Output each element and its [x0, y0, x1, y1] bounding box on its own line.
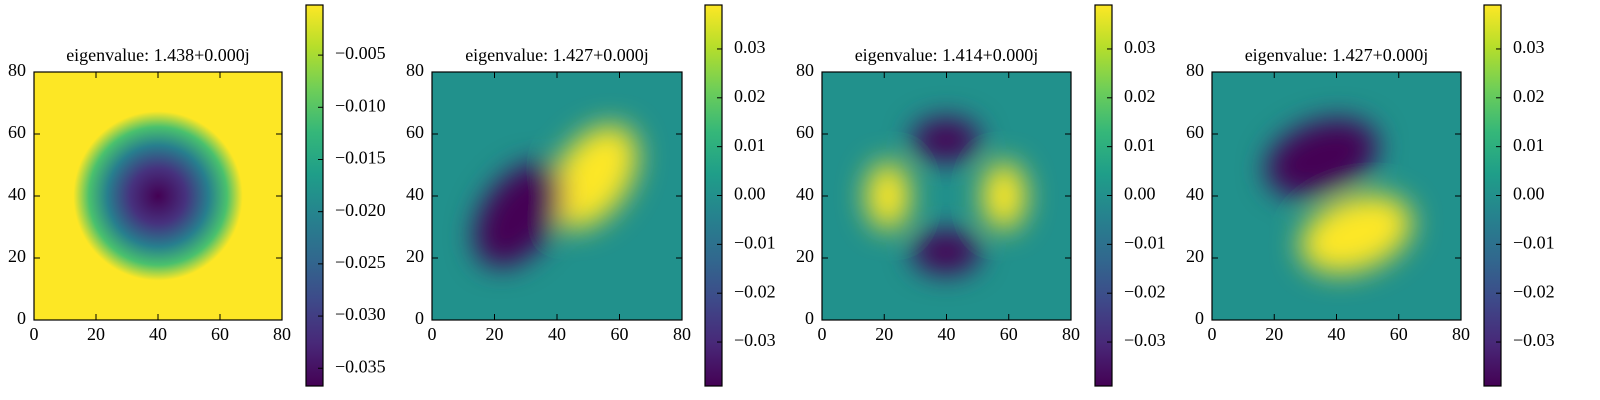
colorbar-tick-label: −0.02	[1124, 281, 1166, 301]
colorbar-tick-label: 0.01	[1513, 135, 1545, 155]
colorbar-tick-label: −0.015	[335, 148, 386, 168]
x-tick-label: 0	[428, 324, 437, 344]
x-tick-label: 0	[30, 324, 39, 344]
y-tick-label: 40	[1186, 184, 1204, 204]
colorbar-tick-label: 0.03	[1513, 37, 1545, 57]
x-tick-label: 80	[1062, 324, 1080, 344]
panel-title: eigenvalue: 1.427+0.000j	[465, 45, 649, 65]
y-tick-label: 20	[406, 246, 424, 266]
x-tick-label: 20	[875, 324, 893, 344]
x-tick-label: 20	[1265, 324, 1283, 344]
colorbar-tick-label: 0.03	[1124, 37, 1156, 57]
y-tick-label: 0	[1195, 308, 1204, 328]
x-tick-label: 40	[1328, 324, 1346, 344]
y-tick-label: 80	[796, 60, 814, 80]
y-tick-label: 40	[406, 184, 424, 204]
colorbar-tick-label: 0.02	[1513, 86, 1545, 106]
colorbar-tick-label: 0.00	[1513, 184, 1545, 204]
heatmap-image	[822, 72, 1071, 320]
x-tick-label: 80	[1452, 324, 1470, 344]
x-tick-label: 80	[273, 324, 291, 344]
x-tick-label: 60	[1000, 324, 1018, 344]
colorbar-tick-label: −0.030	[335, 304, 386, 324]
colorbar-tick-label: −0.03	[1124, 330, 1166, 350]
panel-title: eigenvalue: 1.427+0.000j	[1245, 45, 1429, 65]
y-tick-label: 0	[17, 308, 26, 328]
x-tick-label: 40	[938, 324, 956, 344]
x-tick-label: 0	[1208, 324, 1217, 344]
colorbar-tick-label: −0.035	[335, 356, 386, 376]
colorbar	[305, 4, 324, 387]
colorbar-tick-label: −0.01	[734, 232, 776, 252]
colorbar-tick-label: 0.02	[1124, 86, 1156, 106]
x-tick-label: 40	[548, 324, 566, 344]
y-tick-label: 60	[796, 122, 814, 142]
y-tick-label: 80	[406, 60, 424, 80]
x-tick-label: 20	[486, 324, 504, 344]
y-tick-label: 20	[796, 246, 814, 266]
colorbar-tick-label: −0.02	[1513, 281, 1555, 301]
colorbar-tick-label: 0.00	[734, 184, 766, 204]
colorbar-tick-label: −0.025	[335, 252, 386, 272]
y-tick-label: 40	[8, 184, 26, 204]
x-tick-label: 40	[149, 324, 167, 344]
y-tick-label: 40	[796, 184, 814, 204]
x-tick-label: 80	[673, 324, 691, 344]
y-tick-label: 60	[1186, 122, 1204, 142]
y-tick-label: 80	[8, 60, 26, 80]
y-tick-label: 20	[8, 246, 26, 266]
heatmap-image	[34, 72, 282, 320]
colorbar-tick-label: −0.005	[335, 43, 386, 63]
y-tick-label: 80	[1186, 60, 1204, 80]
colorbar-tick-label: −0.03	[734, 330, 776, 350]
x-tick-label: 60	[611, 324, 629, 344]
colorbar-tick-label: 0.02	[734, 86, 766, 106]
y-tick-label: 0	[415, 308, 424, 328]
heatmap-image	[1212, 72, 1461, 320]
colorbar-tick-label: −0.01	[1124, 232, 1166, 252]
y-tick-label: 60	[406, 122, 424, 142]
x-tick-label: 20	[87, 324, 105, 344]
panel-title: eigenvalue: 1.414+0.000j	[855, 45, 1039, 65]
colorbar-tick-label: −0.010	[335, 95, 386, 115]
y-tick-label: 20	[1186, 246, 1204, 266]
colorbar-tick-label: −0.020	[335, 200, 386, 220]
colorbar-tick-label: −0.03	[1513, 330, 1555, 350]
heatmap-image	[432, 72, 682, 320]
y-tick-label: 60	[8, 122, 26, 142]
colorbar-tick-label: 0.03	[734, 37, 766, 57]
colorbar-tick-label: 0.01	[734, 135, 766, 155]
colorbar-tick-label: −0.02	[734, 281, 776, 301]
colorbar-tick-label: 0.01	[1124, 135, 1156, 155]
colorbar-tick-label: 0.00	[1124, 184, 1156, 204]
panel-title: eigenvalue: 1.438+0.000j	[66, 45, 250, 65]
x-tick-label: 60	[211, 324, 229, 344]
y-tick-label: 0	[805, 308, 814, 328]
x-tick-label: 60	[1390, 324, 1408, 344]
colorbar-tick-label: −0.01	[1513, 232, 1555, 252]
x-tick-label: 0	[818, 324, 827, 344]
